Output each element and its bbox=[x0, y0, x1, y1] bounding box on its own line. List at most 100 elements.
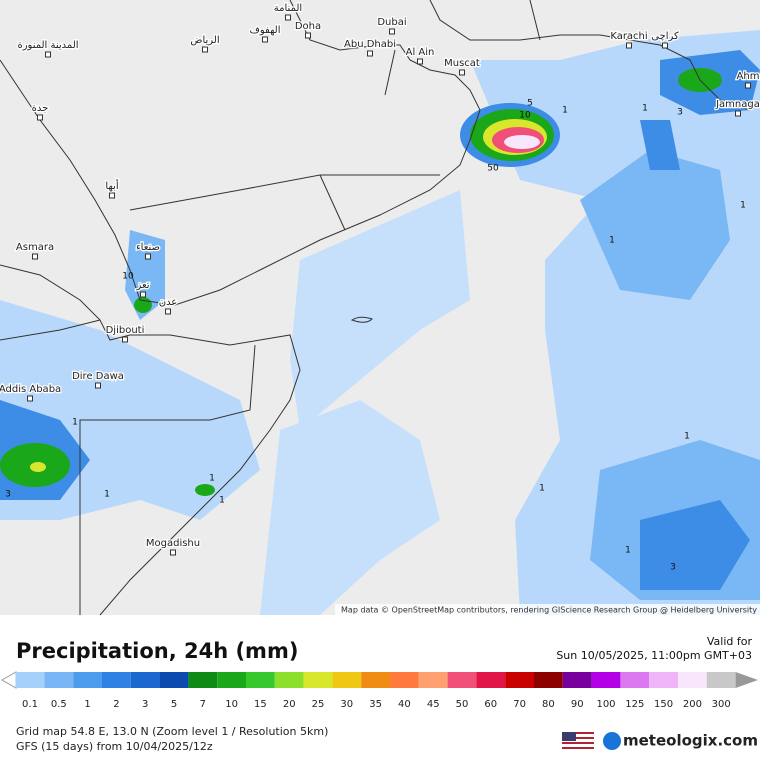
city-marker bbox=[367, 50, 373, 57]
legend-label: 35 bbox=[369, 699, 382, 710]
legend-label: 25 bbox=[312, 699, 325, 710]
contour-label: 1 bbox=[740, 201, 746, 211]
city-marker bbox=[305, 32, 311, 39]
legend-label: 50 bbox=[456, 699, 469, 710]
legend-label: 150 bbox=[654, 699, 673, 710]
city-label: Al Ain bbox=[406, 47, 435, 58]
legend-swatch bbox=[303, 672, 333, 688]
legend-label: 20 bbox=[283, 699, 296, 710]
legend-label: 7 bbox=[200, 699, 206, 710]
legend-swatch bbox=[188, 672, 218, 688]
legend-swatch bbox=[418, 672, 448, 688]
city-label: جدة bbox=[32, 103, 49, 114]
legend-swatch bbox=[562, 672, 592, 688]
attribution: Map data © OpenStreetMap contributors, r… bbox=[341, 606, 757, 615]
legend-label: 3 bbox=[142, 699, 148, 710]
contour-label: 1 bbox=[609, 236, 615, 246]
contour-label: 1 bbox=[684, 432, 690, 442]
city-marker bbox=[626, 42, 632, 49]
legend-label: 80 bbox=[542, 699, 555, 710]
legend-label: 40 bbox=[398, 699, 411, 710]
legend-swatch bbox=[332, 672, 362, 688]
contour-label: 50 bbox=[487, 164, 499, 174]
city-label: المدينة المنورة bbox=[17, 40, 78, 51]
city-marker bbox=[417, 58, 423, 65]
city-marker bbox=[165, 308, 171, 315]
city-label: Dire Dawa bbox=[72, 371, 124, 382]
contour-label: 5 bbox=[527, 99, 533, 109]
city-label: Asmara bbox=[16, 242, 54, 253]
city-label: کراچی bbox=[651, 31, 679, 42]
city-label: الرياض bbox=[190, 35, 219, 46]
legend-swatch bbox=[678, 672, 707, 688]
contour-label: 1 bbox=[625, 546, 631, 556]
city-label: الهفوف bbox=[249, 25, 280, 36]
city-label: Doha bbox=[295, 21, 321, 32]
legend-swatch bbox=[274, 672, 304, 688]
title: Precipitation, 24h (mm) bbox=[16, 639, 298, 663]
legend-swatch bbox=[591, 672, 621, 688]
legend-swatch bbox=[447, 672, 477, 688]
legend-label: 60 bbox=[484, 699, 497, 710]
legend-label: 30 bbox=[340, 699, 353, 710]
legend-label: 15 bbox=[254, 699, 267, 710]
legend-swatch bbox=[505, 672, 534, 688]
city-marker bbox=[45, 51, 51, 58]
legend-swatch bbox=[706, 672, 736, 688]
city-marker bbox=[37, 114, 43, 121]
valid-label: Valid for bbox=[707, 635, 753, 648]
city-marker bbox=[662, 42, 668, 49]
valid-time: Sun 10/05/2025, 11:00pm GMT+03 bbox=[556, 649, 752, 662]
city-label: المنامة bbox=[274, 3, 302, 14]
city-marker bbox=[170, 549, 176, 556]
legend-label: 5 bbox=[171, 699, 177, 710]
contour-label: 1 bbox=[562, 106, 568, 116]
city-marker bbox=[285, 14, 291, 21]
city-label: Abu Dhabi bbox=[344, 39, 396, 50]
contour-label: 10 bbox=[519, 111, 531, 121]
city-marker bbox=[202, 46, 208, 53]
legend-swatch bbox=[390, 672, 419, 688]
city-label: Mogadishu bbox=[146, 538, 200, 549]
contour-label: 1 bbox=[219, 496, 225, 506]
legend-label: 100 bbox=[596, 699, 615, 710]
legend-label: 90 bbox=[571, 699, 584, 710]
model-info: GFS (15 days) from 10/04/2025/12z bbox=[16, 740, 213, 753]
grid-info: Grid map 54.8 E, 13.0 N (Zoom level 1 / … bbox=[16, 725, 328, 738]
contour-label: 1 bbox=[642, 104, 648, 114]
contour-label: 1 bbox=[209, 474, 215, 484]
city-label: تعز bbox=[135, 280, 149, 291]
city-marker bbox=[122, 336, 128, 343]
city-label: Dubai bbox=[377, 17, 406, 28]
city-label: صنعاء bbox=[136, 242, 160, 253]
legend-label: 0.5 bbox=[51, 699, 67, 710]
legend-label: 70 bbox=[513, 699, 526, 710]
city-label: أبها bbox=[105, 179, 118, 192]
contour-label: 1 bbox=[539, 484, 545, 494]
city-marker bbox=[32, 253, 38, 260]
city-label: Muscat bbox=[444, 58, 480, 69]
city-label: Djibouti bbox=[106, 325, 145, 336]
contour-label: 10 bbox=[122, 272, 134, 282]
city-marker bbox=[389, 28, 395, 35]
legend-swatch bbox=[246, 672, 275, 688]
contour-label: 3 bbox=[670, 563, 676, 573]
legend-swatch bbox=[73, 672, 102, 688]
legend-label: 300 bbox=[712, 699, 731, 710]
legend-label: 200 bbox=[683, 699, 702, 710]
legend-swatch bbox=[361, 672, 390, 688]
city-label: Jamnaga bbox=[715, 99, 760, 110]
city-label: Addis Ababa bbox=[0, 384, 61, 395]
legend-swatch bbox=[130, 672, 160, 688]
city-marker bbox=[145, 253, 151, 260]
city-marker bbox=[459, 69, 465, 76]
city-marker bbox=[27, 395, 33, 402]
city-label: عدن bbox=[159, 297, 178, 308]
city-marker bbox=[262, 36, 268, 43]
legend-swatch bbox=[217, 672, 246, 688]
legend-label: 1 bbox=[84, 699, 90, 710]
contour-label: 3 bbox=[677, 108, 683, 118]
contour-label: 1 bbox=[104, 490, 110, 500]
legend-swatch bbox=[159, 672, 189, 688]
legend-swatch bbox=[649, 672, 678, 688]
